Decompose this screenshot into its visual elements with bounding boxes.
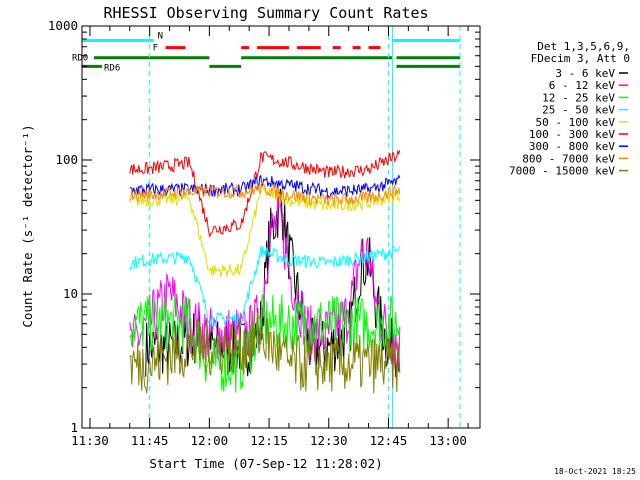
y-tick-label: 100	[55, 152, 78, 167]
legend-entry-label: 12 - 25 keV	[542, 91, 615, 104]
y-tick-label: 10	[63, 286, 78, 301]
flag-label: RD6	[104, 63, 120, 73]
x-tick-label: 12:30	[310, 433, 348, 448]
legend-header-line: Det 1,3,5,6,9,	[537, 40, 630, 53]
x-tick-label: 12:15	[250, 433, 288, 448]
flag-label: RD0	[72, 54, 88, 64]
flag-bars: NF RD0 RD6	[72, 31, 461, 73]
series-line-5	[129, 149, 401, 239]
series-line-1	[129, 195, 401, 370]
flag-label: N	[158, 31, 163, 41]
x-tick-label: 12:45	[370, 433, 408, 448]
legend-entry-label: 3 - 6 keV	[555, 67, 615, 80]
legend-entry-label: 50 - 100 keV	[536, 116, 616, 129]
series-line-7	[129, 180, 401, 207]
y-axis-label: Count Rate (s⁻¹ detector⁻¹)	[20, 124, 35, 327]
legend-header-line: FDecim 3, Att 0	[531, 52, 630, 65]
x-tick-label: 12:00	[191, 433, 229, 448]
legend-entry-label: 300 - 800 keV	[529, 140, 615, 153]
chart-title: RHESSI Observing Summary Count Rates	[103, 4, 428, 22]
legend-entry-label: 6 - 12 keV	[549, 79, 616, 92]
x-axis-label: Start Time (07-Sep-12 11:28:02)	[149, 456, 382, 471]
series-line-2	[129, 294, 401, 393]
legend-entry-label: 7000 - 15000 keV	[509, 165, 615, 178]
series-line-3	[129, 245, 401, 328]
flag-label: F	[153, 44, 158, 54]
series-line-8	[129, 310, 401, 394]
legend: Det 1,3,5,6,9,FDecim 3, Att 0 3 - 6 keV6 …	[509, 40, 630, 178]
series-line-4	[129, 182, 401, 278]
y-tick-label: 1000	[48, 18, 78, 33]
data-series	[129, 149, 401, 394]
series-line-6	[129, 174, 401, 200]
y-tick-label: 1	[70, 420, 78, 435]
legend-entry-label: 100 - 300 keV	[529, 128, 615, 141]
legend-entry-label: 25 - 50 keV	[542, 104, 615, 117]
x-tick-label: 11:30	[71, 433, 109, 448]
axes: 11:30 11:45 12:00 12:15 12:30 12:45 13:00 1 10 10…	[48, 18, 480, 448]
x-tick-label: 13:00	[429, 433, 467, 448]
footer-timestamp: 18-Oct-2021 18:25	[554, 467, 636, 476]
legend-entry-label: 800 - 7000 keV	[522, 152, 615, 165]
plot-frame	[81, 25, 481, 429]
x-tick-label: 11:45	[131, 433, 169, 448]
